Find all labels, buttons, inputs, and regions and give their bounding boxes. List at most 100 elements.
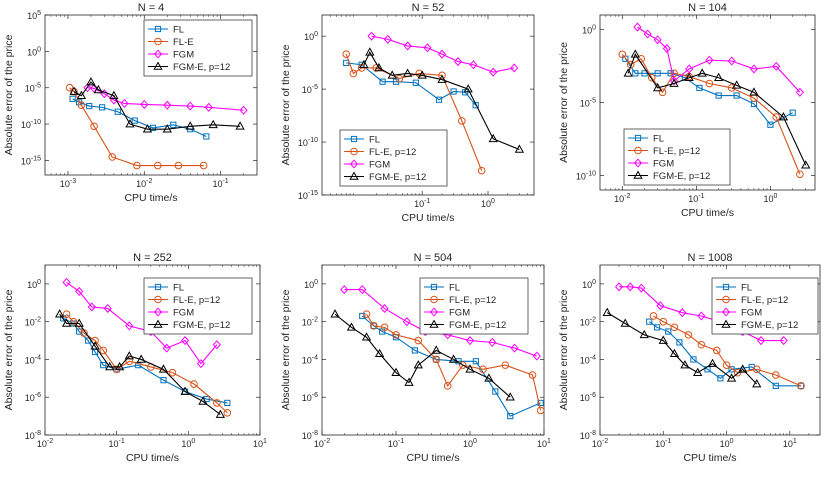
legend-marker-fgme bbox=[349, 171, 359, 180]
data-point-fle bbox=[501, 361, 510, 369]
legend-entry-fgme: FGM-E, p=12 bbox=[653, 171, 710, 182]
data-point-fgm bbox=[180, 336, 190, 346]
series-fgme bbox=[602, 307, 762, 388]
x-tick-label: 10-2 bbox=[37, 438, 53, 449]
data-point-fle bbox=[190, 380, 198, 388]
series-fle bbox=[649, 312, 805, 390]
data-point-fle bbox=[362, 310, 371, 318]
legend-entry-fl: FL bbox=[369, 135, 380, 146]
y-tick-label: 105 bbox=[27, 10, 41, 21]
legend-entry-fle: FL-E, p=12 bbox=[741, 295, 788, 306]
legend-marker-fgm bbox=[349, 159, 359, 169]
series-fl bbox=[622, 55, 796, 128]
legend-entry-fgme: FGM-E, p=12 bbox=[741, 320, 798, 331]
y-axis-label: Absolute error of the price bbox=[280, 289, 292, 410]
y-axis-label: Absolute error of the price bbox=[280, 44, 292, 165]
legend-marker-fl bbox=[154, 283, 162, 291]
data-point-fl bbox=[76, 328, 83, 335]
data-point-fgm bbox=[87, 302, 96, 312]
chart-title: N = 252 bbox=[133, 252, 172, 264]
chart-title: N = 104 bbox=[688, 2, 727, 14]
data-point-fl bbox=[224, 399, 231, 407]
legend-entry-fgme: FGM-E, p=12 bbox=[173, 62, 230, 73]
legend-entry-fgm: FGM bbox=[741, 308, 762, 319]
data-point-fgme bbox=[74, 318, 84, 327]
legend-entry-fl: FL bbox=[449, 283, 460, 294]
data-point-fgm bbox=[358, 285, 367, 295]
data-point-fl bbox=[641, 70, 648, 77]
y-tick-label: 100 bbox=[582, 279, 596, 290]
data-point-fgme bbox=[374, 62, 384, 72]
data-point-fgme bbox=[180, 386, 190, 395]
data-point-fgm bbox=[643, 29, 652, 39]
data-point-fgm bbox=[795, 87, 804, 97]
series-fgme bbox=[69, 77, 245, 133]
data-point-fle bbox=[647, 73, 656, 82]
data-point-fgm bbox=[510, 63, 519, 73]
series-fgm bbox=[62, 277, 221, 369]
data-point-fle bbox=[108, 153, 117, 161]
data-point-fgm bbox=[62, 277, 71, 287]
data-point-fgm bbox=[727, 56, 736, 66]
data-point-fgme bbox=[162, 124, 172, 133]
data-point-fgme bbox=[801, 160, 811, 169]
data-point-fle bbox=[90, 122, 98, 131]
data-point-fgme bbox=[707, 358, 718, 367]
data-point-fl bbox=[472, 102, 479, 109]
data-point-fgme bbox=[54, 309, 65, 318]
series-line-fle bbox=[653, 315, 802, 387]
x-tick-label: 10-2 bbox=[314, 438, 330, 449]
y-tick-label: 100 bbox=[27, 279, 41, 290]
data-point-fgm bbox=[614, 282, 624, 292]
data-point-fgm bbox=[489, 67, 498, 77]
data-point-fle bbox=[458, 117, 466, 125]
series-line-fgm bbox=[619, 286, 784, 342]
data-point-fgm bbox=[83, 83, 92, 93]
data-point-fgm bbox=[140, 99, 149, 110]
data-point-fgm bbox=[204, 102, 213, 112]
y-tick-label: 10-4 bbox=[25, 354, 41, 365]
chart-title: N = 504 bbox=[414, 252, 453, 264]
y-tick-label: 100 bbox=[27, 46, 41, 57]
data-point-fle bbox=[618, 50, 627, 59]
x-tick-label: 10-1 bbox=[688, 193, 704, 204]
data-point-fgm bbox=[633, 22, 642, 32]
legend-entry-fgm: FGM bbox=[173, 308, 194, 319]
y-tick-label: 100 bbox=[304, 279, 318, 290]
data-point-fl bbox=[646, 318, 653, 325]
data-point-fgme bbox=[125, 119, 135, 128]
data-point-fl bbox=[343, 59, 350, 66]
data-point-fgm bbox=[678, 308, 687, 318]
x-tick-label: 100 bbox=[181, 438, 195, 449]
data-point-fgm bbox=[626, 282, 635, 292]
data-point-fl bbox=[170, 121, 177, 128]
y-tick-label: 10-15 bbox=[21, 155, 41, 166]
data-point-fgm bbox=[437, 49, 447, 59]
data-point-fgme bbox=[208, 119, 218, 129]
data-point-fgme bbox=[76, 90, 87, 100]
data-point-fgme bbox=[623, 68, 633, 77]
data-point-fgm bbox=[403, 41, 412, 51]
data-point-fgme bbox=[778, 112, 789, 121]
x-tick-label: 100 bbox=[463, 438, 477, 449]
data-point-fgm bbox=[163, 100, 172, 110]
data-point-fle bbox=[62, 310, 71, 318]
data-point-fl bbox=[696, 84, 703, 92]
legend-entry-fl: FL bbox=[653, 134, 664, 145]
data-point-fle bbox=[213, 399, 221, 407]
data-point-fgme bbox=[365, 47, 375, 56]
data-point-fgme bbox=[93, 84, 103, 94]
data-point-fl bbox=[379, 328, 386, 335]
data-point-fle bbox=[349, 69, 358, 78]
y-axis-label: Absolute error of the price bbox=[558, 289, 570, 410]
data-point-fgm bbox=[669, 76, 679, 86]
data-point-fgme bbox=[684, 72, 694, 82]
data-point-fgm bbox=[103, 303, 112, 314]
y-axis-label: Absolute error of the price bbox=[3, 34, 15, 155]
data-point-fgm bbox=[212, 340, 221, 350]
data-point-fl bbox=[537, 399, 544, 407]
data-point-fle bbox=[658, 88, 667, 97]
legend-marker-fgme bbox=[153, 319, 163, 328]
